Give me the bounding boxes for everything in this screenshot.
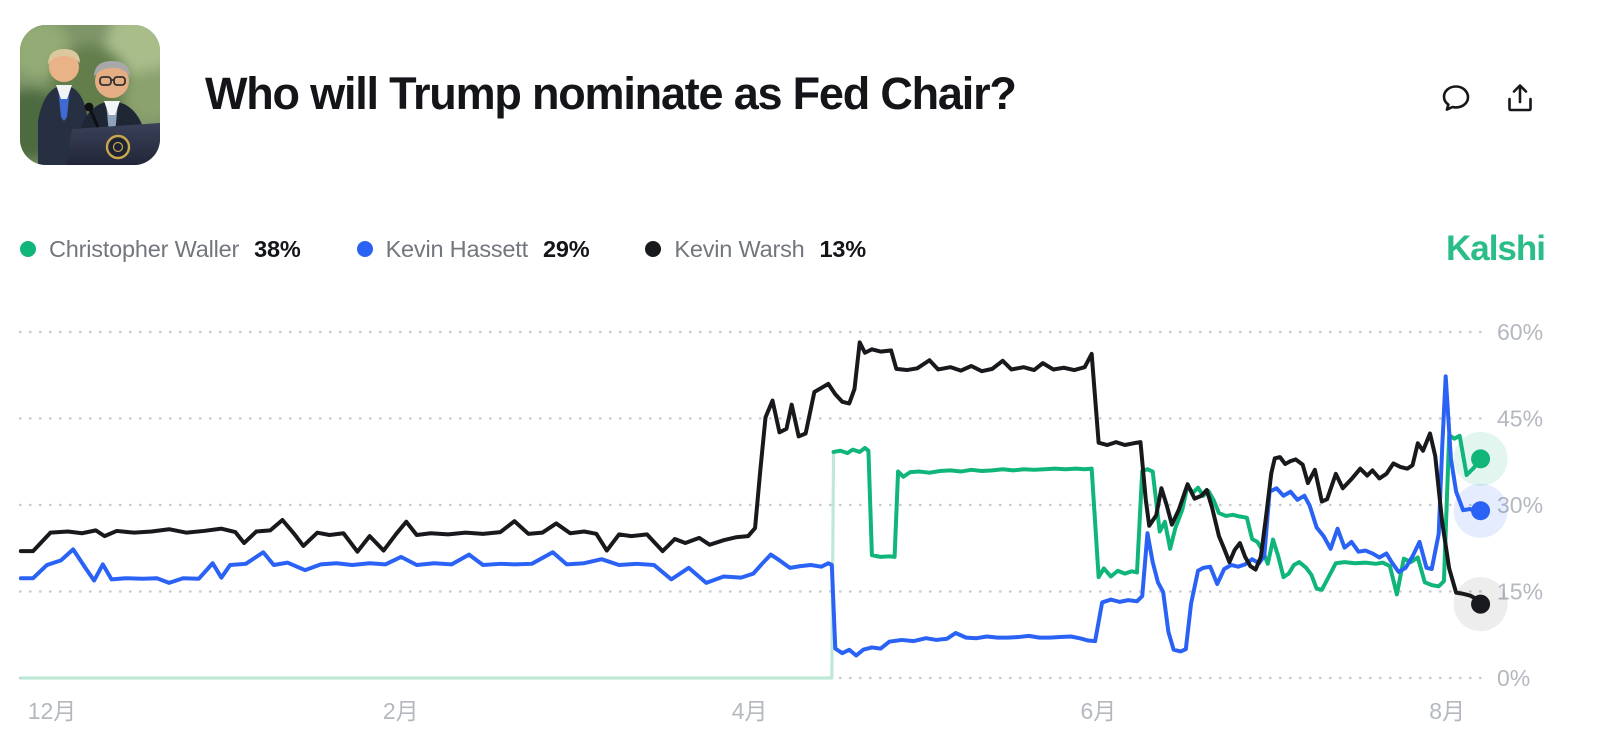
prelaunch-line-christopher-waller xyxy=(20,451,836,680)
share-icon xyxy=(1508,84,1532,112)
y-axis-label-30: 30% xyxy=(1497,492,1543,518)
x-axis-label-2月: 2月 xyxy=(383,698,419,724)
legend-value: 29% xyxy=(542,235,590,262)
legend-name: Christopher Waller xyxy=(49,235,240,262)
x-axis-label-4月: 4月 xyxy=(732,698,768,724)
legend-item-warsh: Kevin Warsh 13% xyxy=(645,236,866,263)
legend-value: 13% xyxy=(819,235,867,262)
comment-button[interactable] xyxy=(1434,76,1478,120)
podium xyxy=(66,102,160,165)
x-axis-label-6月: 6月 xyxy=(1081,698,1117,724)
market-thumbnail xyxy=(20,25,160,165)
series-end-dot-christopher-waller xyxy=(1471,449,1491,469)
hassett-dot-icon xyxy=(356,241,373,257)
series-line-kevin-warsh xyxy=(18,340,1483,607)
header-actions xyxy=(1434,76,1542,120)
legend-value: 38% xyxy=(254,235,301,262)
warsh-dot-icon xyxy=(645,241,662,257)
comment-icon xyxy=(1442,85,1470,111)
series-end-dot-kevin-warsh xyxy=(1471,594,1491,614)
y-axis-label-60: 60% xyxy=(1497,319,1543,345)
y-axis-label-45: 45% xyxy=(1497,405,1543,431)
y-axis-label-15: 15% xyxy=(1497,578,1543,604)
trump-powell-photo xyxy=(20,25,160,165)
y-axis-label-0: 0% xyxy=(1497,665,1530,691)
page-title: Who will Trump nominate as Fed Chair? xyxy=(205,68,1017,119)
series-end-dot-kevin-hassett xyxy=(1471,501,1491,521)
legend-name: Kevin Hassett xyxy=(385,235,529,262)
legend-item-hassett: Kevin Hassett 29% xyxy=(356,235,590,263)
series-line-kevin-hassett xyxy=(18,374,1483,658)
kalshi-logo: Kalshi xyxy=(1445,229,1546,268)
share-button[interactable] xyxy=(1498,76,1542,120)
x-axis-label-12月: 12月 xyxy=(28,698,77,724)
waller-dot-icon xyxy=(20,241,36,257)
x-axis-label-8月: 8月 xyxy=(1429,698,1465,724)
legend: Christopher Waller 38% Kevin Hassett 29%… xyxy=(20,229,1546,268)
legend-item-waller: Christopher Waller 38% xyxy=(20,236,301,263)
legend-name: Kevin Warsh xyxy=(674,235,805,262)
